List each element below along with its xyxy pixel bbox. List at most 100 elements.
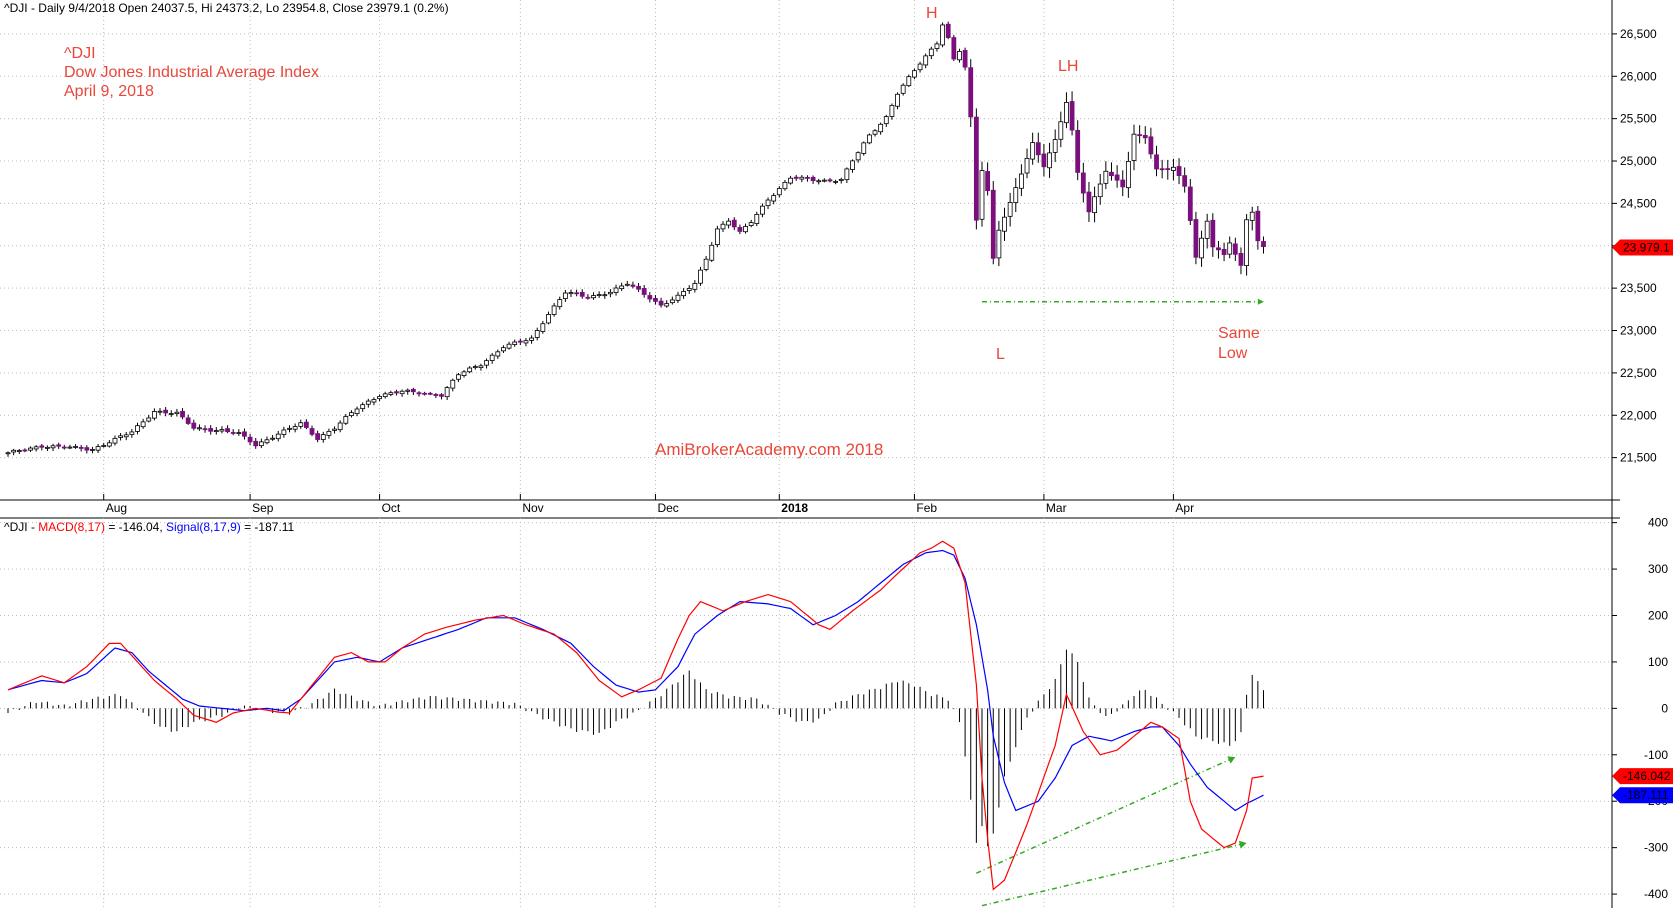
- candle-bear: [242, 431, 247, 437]
- annotation-low: Low: [1218, 345, 1248, 362]
- candle-bear: [1216, 247, 1221, 251]
- candle-bull: [377, 396, 382, 400]
- candle-bull: [337, 422, 343, 431]
- candle-bull: [1227, 242, 1233, 255]
- candle-bull: [912, 70, 917, 78]
- candle-bull: [1019, 173, 1024, 189]
- candle-bull: [624, 283, 630, 286]
- candle-bull: [1058, 121, 1064, 140]
- macd-header: ^DJI - MACD(8,17) = -146.04, Signal(8,17…: [4, 520, 295, 534]
- candle-bear: [208, 428, 214, 432]
- candle-bear: [574, 292, 580, 295]
- candle-bull: [562, 292, 568, 299]
- candle-bear: [1232, 243, 1238, 255]
- macd-line: [7, 540, 1264, 891]
- candle-bull: [332, 428, 337, 431]
- candle-bull: [866, 134, 872, 144]
- candle-bull: [1204, 220, 1210, 239]
- candle-bear: [1142, 135, 1148, 139]
- candle-bear: [945, 23, 951, 38]
- macd-tick-label: 0: [1661, 701, 1668, 715]
- candle-bull: [450, 379, 456, 389]
- candle-bull: [771, 195, 777, 202]
- candle-bull: [861, 142, 867, 154]
- candles: [5, 21, 1266, 457]
- candle-bull: [349, 412, 354, 417]
- title-name: Dow Jones Industrial Average Index: [64, 64, 319, 81]
- candle-bull: [388, 392, 394, 395]
- macd-grid: [0, 522, 1612, 895]
- candle-bear: [653, 298, 658, 302]
- candle-bear: [1080, 172, 1086, 194]
- candle-bull: [174, 411, 180, 415]
- month-label: Apr: [1175, 501, 1194, 515]
- candle-bull: [129, 431, 135, 435]
- candle-bull: [619, 285, 625, 289]
- candle-bull: [472, 366, 478, 368]
- candle-bull: [118, 435, 123, 438]
- candle-bear: [202, 428, 208, 431]
- candle-bull: [1092, 196, 1097, 214]
- last-price-tag-shape: [1612, 239, 1673, 256]
- candle-bear: [303, 421, 309, 428]
- month-label: Aug: [106, 501, 127, 515]
- signal-line: [7, 549, 1264, 812]
- candle-bear: [1255, 210, 1261, 242]
- candle-bear: [225, 428, 230, 433]
- candle-bull: [979, 170, 985, 220]
- candle-bear: [793, 176, 799, 179]
- candle-bull: [551, 305, 557, 315]
- candle-bear: [422, 392, 428, 395]
- macd-histogram: [7, 649, 1264, 847]
- candle-bull: [698, 269, 703, 284]
- macd-value-tag-label: -146.042: [1623, 769, 1671, 783]
- candle-bull: [146, 417, 152, 422]
- candle-bull: [399, 390, 405, 395]
- candle-bear: [990, 189, 996, 259]
- candle-bull: [219, 429, 225, 432]
- candle-bull: [782, 181, 788, 190]
- candle-bear: [731, 219, 737, 228]
- candle-bull: [140, 421, 146, 428]
- candle-bear: [951, 37, 957, 60]
- candle-bull: [489, 354, 495, 361]
- candle-bull: [478, 365, 484, 368]
- candle-bear: [439, 394, 444, 397]
- macd-header-signal-label: Signal(8,17,9): [166, 520, 241, 534]
- divergence-arrowhead: [1238, 840, 1247, 849]
- candle-bull: [596, 294, 602, 297]
- candle-bull: [1244, 219, 1249, 266]
- candle-bear: [985, 171, 991, 192]
- candle-bull: [28, 447, 33, 451]
- macd-tick-label: 300: [1648, 562, 1668, 576]
- candle-bull: [669, 299, 675, 304]
- price-tick-label: 22,500: [1620, 366, 1657, 380]
- candle-bear: [1182, 175, 1188, 187]
- candle-bull: [343, 416, 349, 424]
- candle-bull: [1097, 183, 1103, 198]
- candle-bull: [5, 452, 11, 455]
- candle-bull: [157, 410, 163, 413]
- candle-bull: [326, 430, 332, 436]
- annotation-same: Same: [1218, 325, 1260, 342]
- candle-bear: [22, 449, 28, 452]
- candle-bear: [658, 300, 664, 306]
- candle-bull: [540, 323, 546, 332]
- divergence-line: [976, 756, 1236, 874]
- candle-bear: [585, 296, 591, 299]
- candle-bull: [726, 220, 732, 226]
- candle-bull: [506, 343, 512, 349]
- candle-bull: [709, 244, 715, 261]
- candle-bear: [1109, 171, 1114, 177]
- candle-bull: [1103, 170, 1109, 184]
- candle-bull: [455, 374, 461, 380]
- candle-bull: [467, 367, 473, 373]
- candle-bull: [67, 446, 73, 449]
- price-panel: 21,50022,00022,50023,00023,50024,00024,5…: [0, 0, 1673, 515]
- candle-bull: [270, 437, 276, 440]
- candle-bull: [90, 449, 95, 451]
- candle-bull: [714, 228, 720, 245]
- candle-bull: [743, 226, 748, 233]
- candle-bear: [810, 177, 816, 182]
